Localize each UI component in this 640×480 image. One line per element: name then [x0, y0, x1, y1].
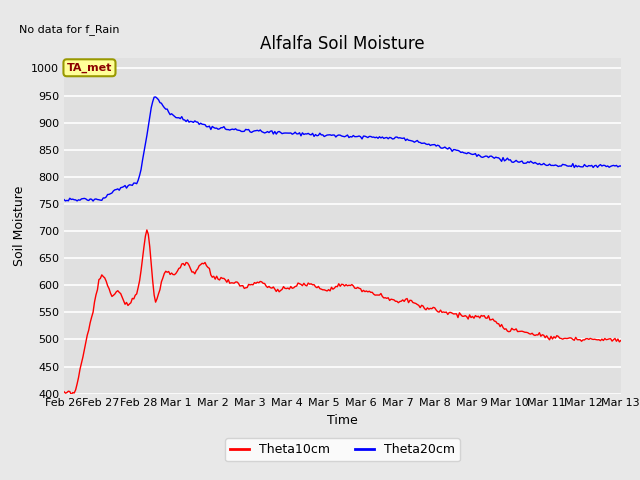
Y-axis label: Soil Moisture: Soil Moisture	[13, 185, 26, 266]
Theta10cm	[349, 283, 357, 289]
Theta10cm	[543, 333, 550, 339]
Theta20cm	[79, 196, 87, 202]
Theta10cm	[617, 337, 625, 343]
Line: Theta10cm: Theta10cm	[64, 230, 621, 395]
Theta10cm	[67, 392, 75, 397]
Theta20cm	[349, 132, 357, 138]
Theta10cm	[60, 389, 68, 395]
Theta20cm	[89, 198, 97, 204]
Theta20cm	[617, 163, 625, 169]
Theta10cm	[616, 339, 623, 345]
Text: TA_met: TA_met	[67, 63, 112, 73]
Theta20cm	[460, 150, 468, 156]
Text: No data for f_Rain: No data for f_Rain	[19, 24, 120, 35]
X-axis label: Time: Time	[327, 414, 358, 427]
Line: Theta20cm: Theta20cm	[64, 97, 621, 201]
Theta10cm	[98, 272, 106, 278]
Title: Alfalfa Soil Moisture: Alfalfa Soil Moisture	[260, 35, 425, 53]
Theta10cm	[460, 313, 468, 319]
Theta20cm	[616, 163, 623, 169]
Theta10cm	[81, 347, 88, 353]
Theta20cm	[543, 163, 550, 168]
Legend: Theta10cm, Theta20cm: Theta10cm, Theta20cm	[225, 438, 460, 461]
Theta20cm	[152, 94, 159, 100]
Theta20cm	[98, 197, 106, 203]
Theta10cm	[143, 227, 150, 233]
Theta20cm	[60, 197, 68, 203]
